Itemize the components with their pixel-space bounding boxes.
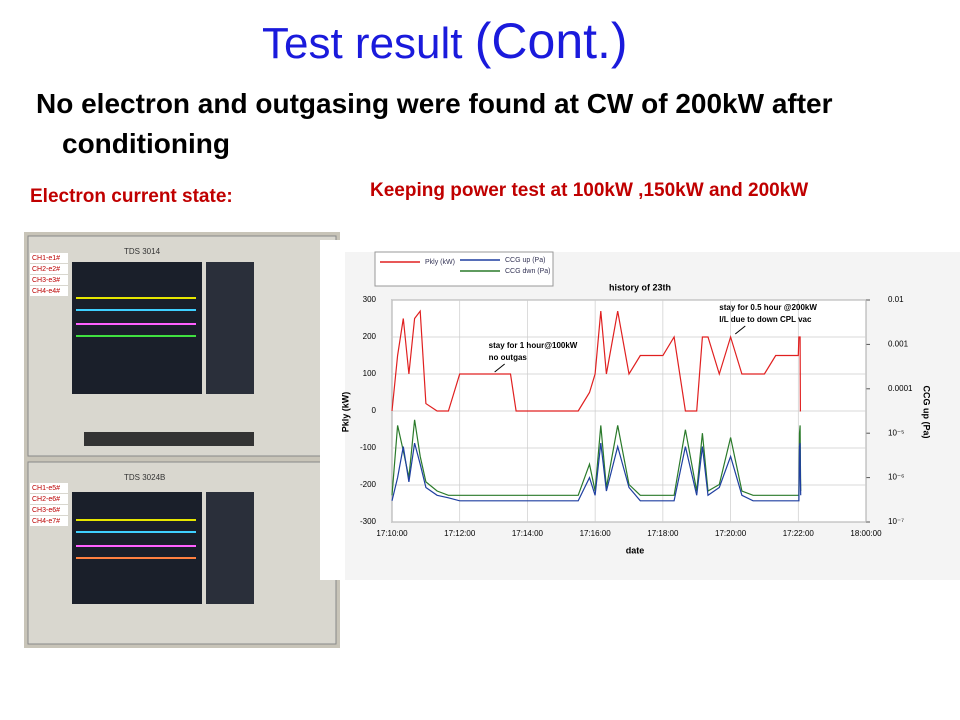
x-tick-label: 18:00:00 [850, 529, 882, 538]
scope-label: CH1-e1# [32, 255, 60, 262]
label-paper [30, 505, 68, 515]
scope-1: CH1-e1# CH2-e2# CH3-e3# CH4-e4# TDS 3014 [27, 235, 337, 457]
x-tick-label: 17:12:00 [444, 529, 476, 538]
label-paper [30, 483, 68, 493]
y2-tick-label: 0.001 [888, 340, 909, 349]
x-tick-label: 17:20:00 [715, 529, 747, 538]
label-paper [30, 494, 68, 504]
annotation: stay for 0.5 hour @200kW [719, 303, 817, 312]
x-tick-label: 17:10:00 [376, 529, 408, 538]
legend-label: CCG up (Pa) [505, 257, 545, 264]
annotation-arrow [494, 363, 505, 373]
x-tick-label: 17:16:00 [580, 529, 612, 538]
annotation-arrow [734, 325, 746, 335]
y-tick-label: -200 [360, 480, 377, 489]
scope-label: CH3-e3# [32, 277, 60, 284]
y2-tick-label: 0.01 [888, 295, 904, 304]
scope-label: CH4-e7# [32, 518, 60, 525]
scope-photo: CH1-e1# CH2-e2# CH3-e3# CH4-e4# TDS 3014 CH… [24, 232, 340, 648]
label-paper [30, 286, 68, 296]
label-paper [30, 253, 68, 263]
slide-title: Test result (Cont.) [262, 12, 628, 70]
scope-label: CH3-e6# [32, 507, 60, 514]
label-paper [30, 275, 68, 285]
y2-tick-label: 0.0001 [888, 384, 913, 393]
chart-title: history of 23th [609, 282, 671, 292]
legend-label: Pkly (kW) [425, 259, 455, 266]
y-tick-label: 300 [363, 295, 377, 304]
label-paper [30, 264, 68, 274]
title-main: Test result [262, 19, 463, 68]
y-tick-label: -300 [360, 517, 377, 526]
scope-labels: CH1-e1# CH2-e2# CH3-e3# CH4-e4# [30, 253, 68, 296]
x-tick-label: 17:18:00 [647, 529, 679, 538]
y-tick-label: -100 [360, 443, 377, 452]
y-tick-label: 200 [363, 332, 377, 341]
legend [374, 251, 554, 287]
chart: history of 23th date Pkly (kW) CCG up (P… [320, 240, 960, 580]
annotation: stay for 1 hour@100kW [489, 341, 578, 350]
series-line [391, 419, 802, 496]
y2-tick-label: 10⁻⁷ [888, 517, 904, 526]
y-axis-title: Pkly (kW) [340, 392, 350, 433]
scope-2: CH1-e5# CH2-e6# CH3-e6# CH4-e7# TDS 3024B [27, 461, 337, 645]
annotation: I/L due to down CPL vac [719, 315, 812, 324]
floppy [84, 432, 254, 446]
label-paper [30, 516, 68, 526]
title-cont: (Cont.) [474, 13, 628, 69]
y2-tick-label: 10⁻⁶ [888, 473, 904, 482]
x-tick-label: 17:22:00 [783, 529, 815, 538]
scope-screen [72, 492, 202, 604]
series-line [391, 442, 802, 502]
scope-model: TDS 3014 [124, 247, 161, 256]
y2-tick-label: 10⁻⁵ [888, 428, 904, 437]
y-tick-label: 100 [363, 369, 377, 378]
y2-axis-title: CCG up (Pa) [922, 386, 932, 439]
scope-label: CH2-e2# [32, 266, 60, 273]
y-tick-label: 0 [372, 406, 377, 415]
left-caption: Electron current state: [30, 186, 233, 207]
series-line [391, 309, 801, 412]
statement: No electron and outgasing were found at … [36, 88, 833, 159]
scope-label: CH1-e5# [32, 485, 60, 492]
x-axis-title: date [626, 545, 645, 555]
scope-label: CH4-e4# [32, 288, 60, 295]
scope-label: CH2-e6# [32, 496, 60, 503]
legend-label: CCG dwn (Pa) [505, 268, 551, 275]
scope-model: TDS 3024B [124, 473, 165, 482]
scope-screen [72, 262, 202, 394]
annotation: no outgas [489, 353, 528, 362]
scope-menu [206, 492, 254, 604]
scope-labels: CH1-e5# CH2-e6# CH3-e6# CH4-e7# [30, 483, 68, 526]
right-caption: Keeping power test at 100kW ,150kW and 2… [370, 180, 809, 201]
x-tick-label: 17:14:00 [512, 529, 544, 538]
scope-menu [206, 262, 254, 394]
